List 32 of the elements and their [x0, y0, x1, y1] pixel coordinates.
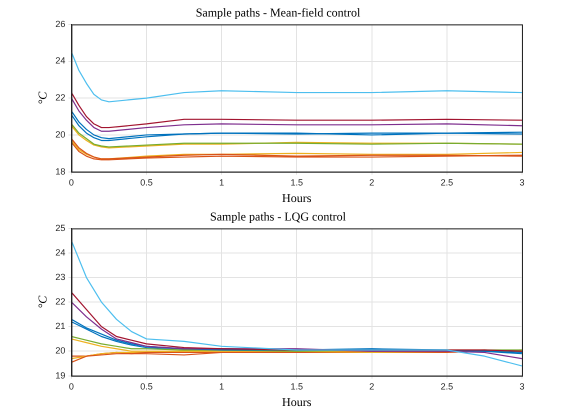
x-tick-label: 1.5 [290, 382, 303, 392]
x-tick-label: 3 [519, 382, 525, 392]
x-tick-label: 2 [369, 178, 374, 188]
x-tick-label: 2.5 [440, 178, 454, 188]
chart-title: Sample paths - Mean-field control [196, 5, 361, 20]
x-tick-label: 2 [369, 382, 374, 392]
x-axis-title: Hours [282, 394, 312, 409]
y-tick-label: 25 [55, 222, 66, 233]
x-tick-label: 0 [68, 382, 74, 392]
x-tick-label: 0.5 [140, 382, 153, 392]
y-tick-label: 22 [55, 92, 66, 103]
y-tick-label: 24 [55, 56, 66, 66]
y-tick-label: 26 [55, 18, 66, 29]
x-tick-label: 0.5 [140, 178, 153, 188]
x-tick-label: 3 [519, 178, 525, 188]
y-tick-label: 21 [55, 321, 66, 332]
y-axis-title: °C [35, 90, 50, 105]
y-axis-title: °C [35, 294, 50, 309]
x-tick-label: 2.5 [440, 382, 454, 392]
y-tick-label: 18 [55, 166, 66, 176]
x-tick-label: 1 [219, 178, 224, 188]
y-tick-label: 24 [55, 247, 66, 258]
x-tick-label: 1 [219, 382, 224, 392]
y-tick-label: 19 [55, 370, 66, 380]
x-tick-label: 1.5 [290, 178, 303, 188]
y-tick-label: 20 [55, 129, 66, 140]
y-tick-label: 20 [55, 346, 66, 356]
y-tick-label: 22 [55, 296, 66, 307]
x-tick-label: 0 [68, 178, 74, 188]
y-tick-label: 23 [55, 272, 66, 282]
chart-title: Sample paths - LQG control [210, 209, 347, 224]
x-axis-title: Hours [282, 190, 312, 205]
